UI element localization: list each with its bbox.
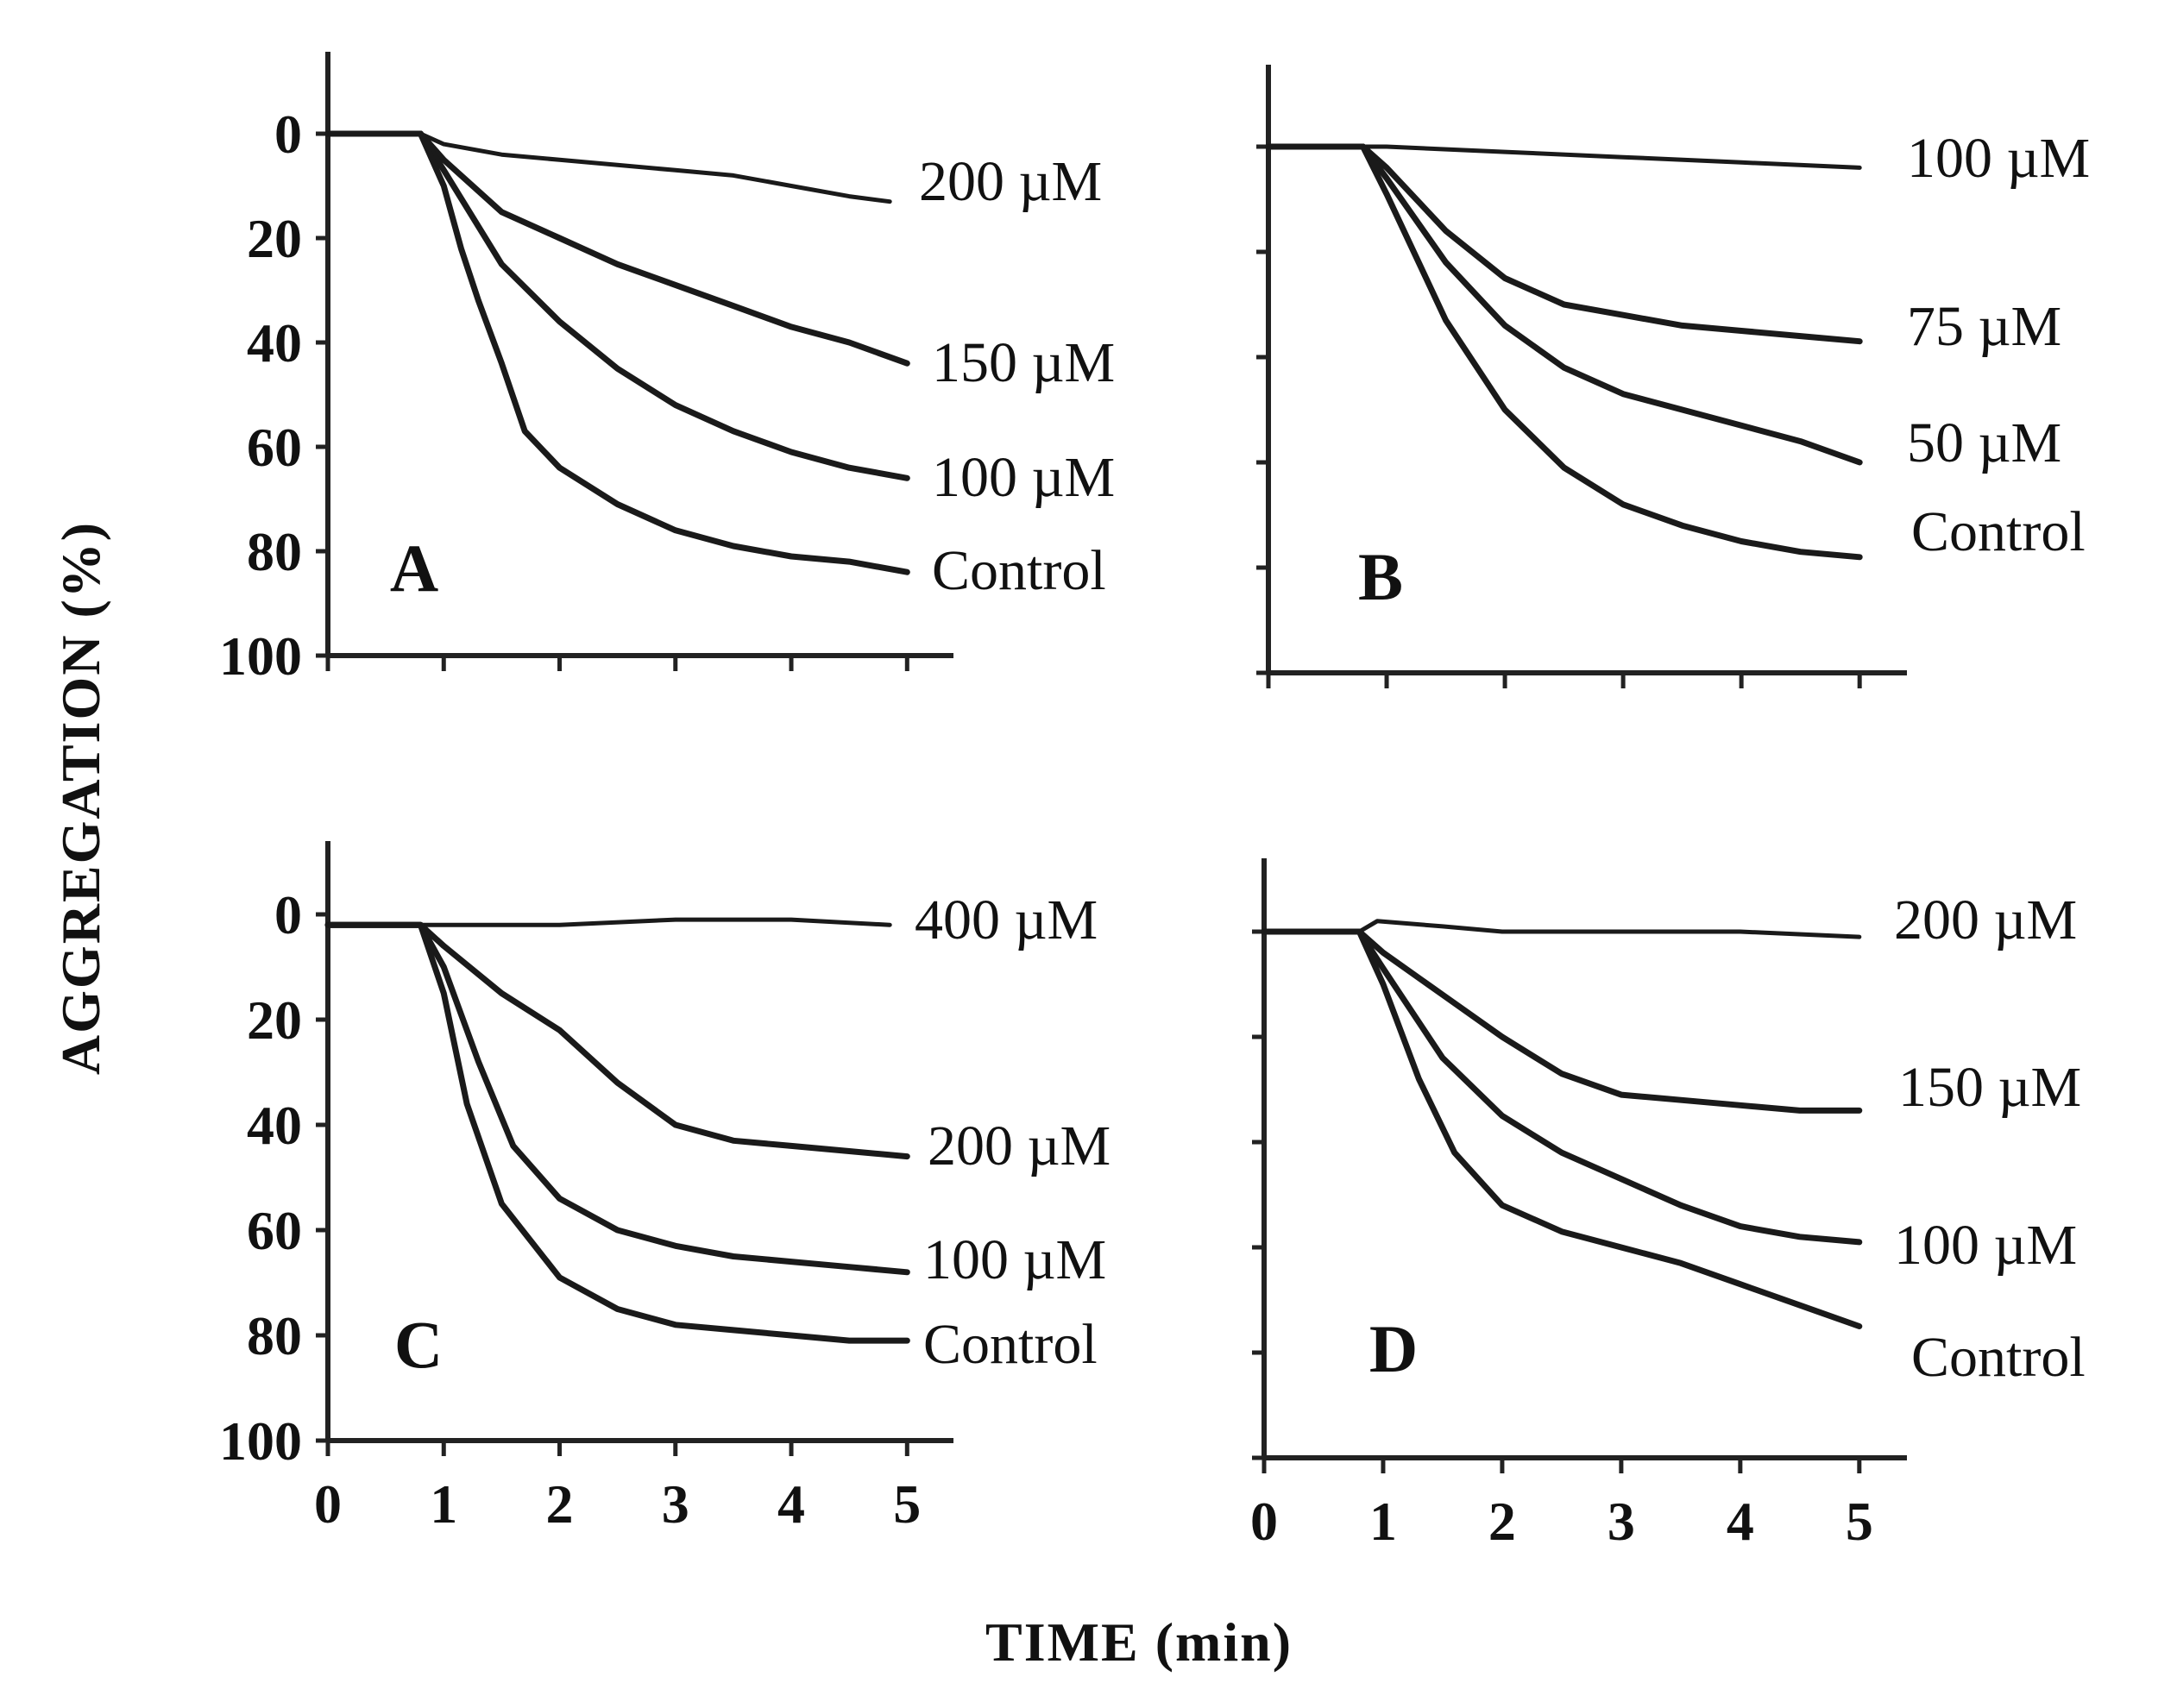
x-tick-label-5: 5 (1846, 1491, 1873, 1552)
series-label-100-um: 100 µM (1894, 1214, 2077, 1277)
series-label-75-um: 75 µM (1907, 295, 2061, 358)
x-tick-label-5: 5 (893, 1473, 921, 1535)
x-tick-label-4: 4 (1727, 1491, 1754, 1552)
y-tick-label-60: 60 (247, 1200, 302, 1261)
y-tick-label-60: 60 (247, 417, 302, 478)
panel-letter-a: A (390, 531, 438, 606)
x-tick-label-3: 3 (662, 1473, 689, 1535)
series-label-100-um: 100 µM (1907, 127, 2090, 190)
series-line-control (324, 130, 910, 575)
x-tick-label-1: 1 (430, 1473, 457, 1535)
panel-d: 0 1 2 3 4 5 200 µM 150 µM 100 µM Control D (1250, 858, 2086, 1552)
series-label-400-um: 400 µM (915, 889, 1098, 951)
y-tick-label-80: 80 (247, 521, 302, 582)
x-tick-label-1: 1 (1369, 1491, 1397, 1552)
y-tick-label-20: 20 (247, 989, 302, 1051)
series-label-200-um: 200 µM (1894, 889, 2077, 951)
panel-a: 0 20 40 60 80 100 200 µM 150 µM 100 µM Control A (219, 52, 1115, 687)
series-label-50-um: 50 µM (1907, 411, 2061, 474)
series-label-100-um: 100 µM (923, 1228, 1106, 1291)
x-tick-label-3: 3 (1608, 1491, 1635, 1552)
y-tick-label-100: 100 (219, 625, 302, 687)
y-tick-label-40: 40 (247, 312, 302, 374)
y-tick-label-40: 40 (247, 1095, 302, 1156)
y-tick-label-20: 20 (247, 208, 302, 269)
series-line-control (1261, 928, 1863, 1329)
series-label-200-um: 200 µM (919, 150, 1102, 213)
series-label-150-um: 150 µM (1898, 1056, 2081, 1119)
x-tick-label-0: 0 (314, 1473, 342, 1535)
series-line-control (324, 921, 910, 1344)
y-tick-label-80: 80 (247, 1305, 302, 1366)
x-tick-label-2: 2 (1488, 1491, 1516, 1552)
panel-c: 0 1 2 3 4 5 0 20 40 60 80 100 400 µM 200 µM 100 µM Cont… (219, 841, 1111, 1535)
y-tick-label-100: 100 (219, 1410, 302, 1472)
panel-letter-b: B (1358, 539, 1403, 614)
series-label-control: Control (1911, 500, 2086, 563)
panel-letter-c: C (394, 1307, 443, 1382)
panel-b: 100 µM 75 µM 50 µM Control B (1256, 65, 2090, 688)
x-tick-label-4: 4 (777, 1473, 805, 1535)
series-line-control (1265, 143, 1863, 561)
series-label-control: Control (1911, 1326, 2086, 1389)
series-label-100-um: 100 µM (932, 446, 1115, 509)
x-tick-label-2: 2 (546, 1473, 574, 1535)
series-label-200-um: 200 µM (928, 1115, 1111, 1177)
panel-letter-d: D (1369, 1311, 1418, 1386)
series-label-control: Control (923, 1313, 1098, 1376)
series-label-control: Control (932, 539, 1106, 602)
x-axis-title: TIME (min) (985, 1611, 1293, 1673)
y-tick-label-0: 0 (274, 884, 302, 945)
y-tick-label-0: 0 (274, 104, 302, 165)
x-tick-label-0: 0 (1250, 1491, 1278, 1552)
series-label-150-um: 150 µM (932, 331, 1115, 394)
y-axis-title: AGGREGATION (%) (50, 521, 111, 1075)
